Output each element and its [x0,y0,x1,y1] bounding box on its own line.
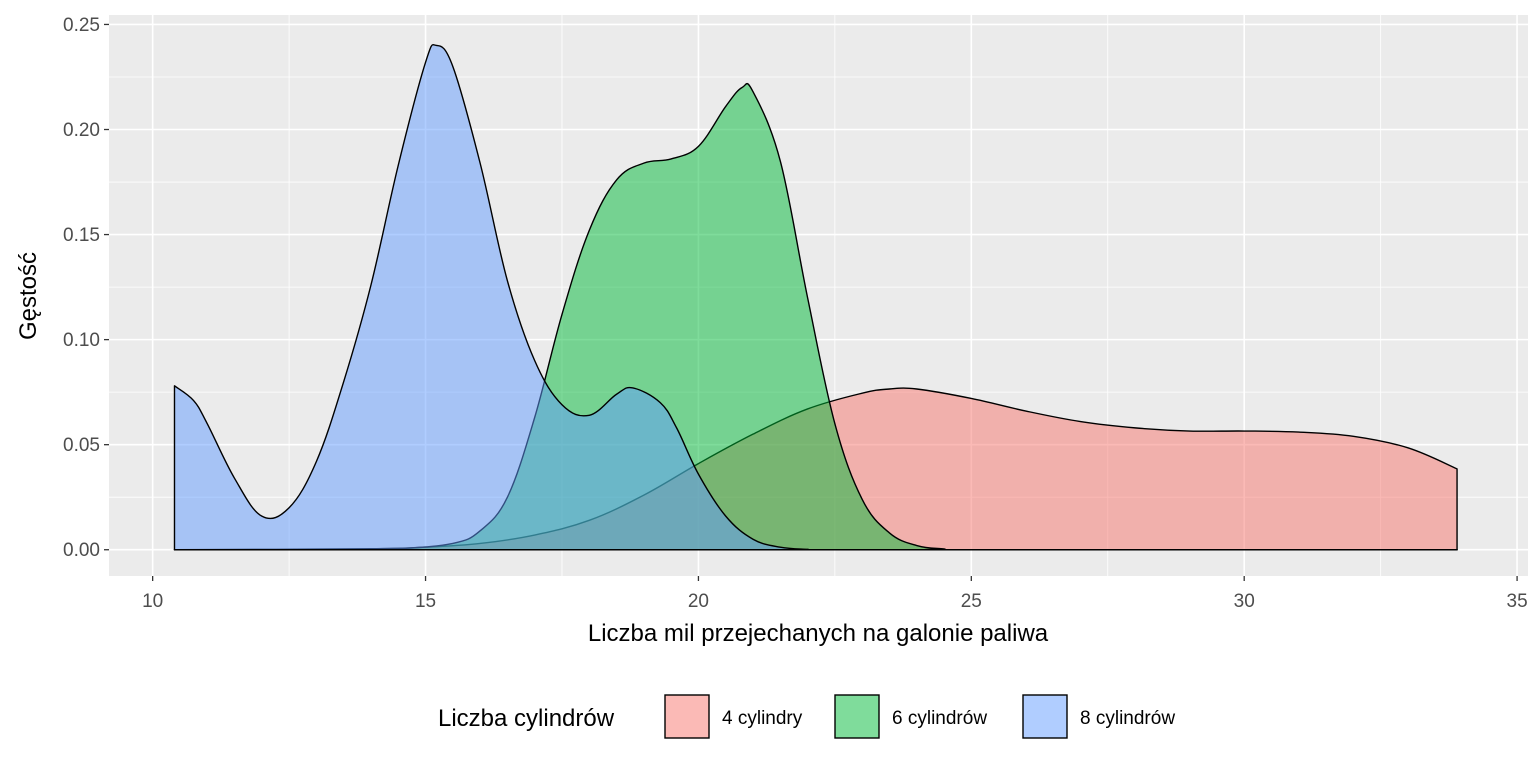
y-axis-title: Gęstość [15,252,42,340]
x-tick-label: 20 [688,591,709,612]
legend-key-2 [834,694,880,739]
x-tick-label: 35 [1507,591,1528,612]
density-area-2 [174,83,1458,550]
y-tick-label: 0.10 [63,330,100,351]
y-tick-label: 0.05 [63,435,100,456]
legend-key-1 [664,694,710,739]
x-tick-label: 15 [415,591,436,612]
density-area-3 [174,44,1458,550]
x-tick-label: 25 [961,591,982,612]
density-areas [173,44,1458,551]
y-tick-label: 0.00 [63,540,100,561]
x-tick-label: 10 [142,591,163,612]
legend-label-1: 4 cylindry [722,708,803,729]
x-axis: 10 15 20 25 30 35 [142,576,1528,612]
x-tick-label: 30 [1234,591,1255,612]
legend-label-3: 8 cylindrów [1080,708,1175,729]
legend-label-2: 6 cylindrów [892,708,987,729]
density-outline-3 [173,44,1458,551]
y-tick-label: 0.15 [63,225,100,246]
y-axis: 0.00 0.05 0.10 0.15 0.20 0.25 [63,15,109,561]
legend-title: Liczba cylindrów [438,705,615,732]
x-axis-title: Liczba mil przejechanych na galonie pali… [588,620,1049,647]
legend-key-3 [1022,694,1068,739]
y-tick-label: 0.20 [63,120,100,141]
y-tick-label: 0.25 [63,15,100,36]
legend: Liczba cylindrów 4 cylindry 6 cylindrów 8 … [438,694,1175,739]
